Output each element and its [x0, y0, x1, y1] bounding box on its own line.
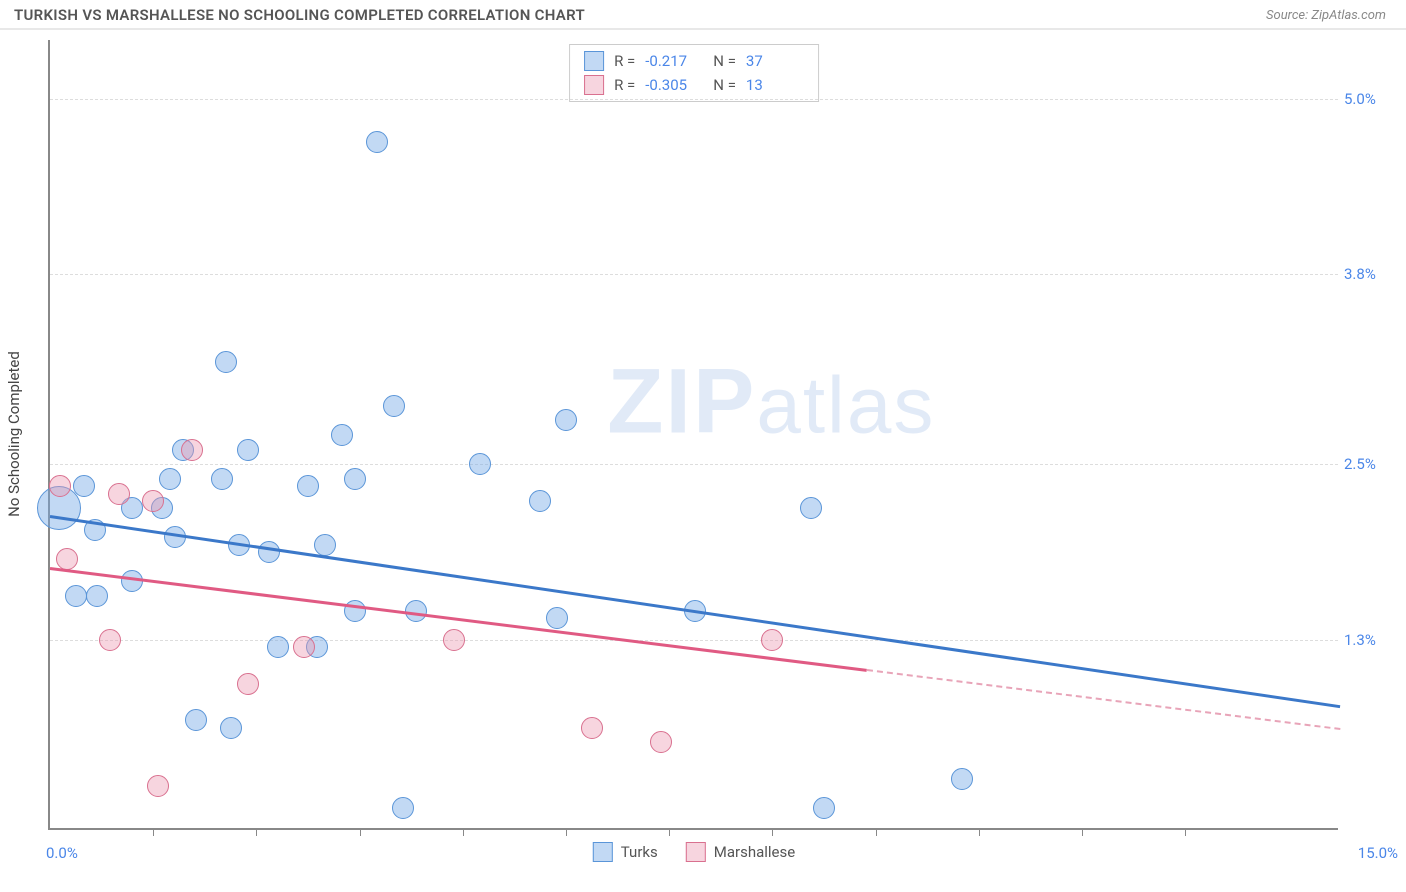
n-value: 13: [746, 76, 804, 94]
r-label: R =: [614, 76, 635, 94]
data-point: [546, 607, 568, 629]
data-point: [159, 468, 181, 490]
data-point: [99, 629, 121, 651]
data-point: [761, 629, 783, 651]
data-point: [331, 424, 353, 446]
legend-swatch: [593, 842, 613, 862]
data-point: [258, 541, 280, 563]
gridline: [50, 640, 1338, 641]
y-tick-label: 3.8%: [1344, 265, 1404, 283]
y-tick-label: 1.3%: [1344, 631, 1404, 649]
x-tick: [772, 828, 773, 836]
watermark: ZIPatlas: [607, 350, 935, 455]
x-axis-start-label: 0.0%: [46, 844, 78, 862]
data-point: [237, 673, 259, 695]
data-point: [142, 490, 164, 512]
legend-stat-row: R = -0.305 N = 13: [584, 73, 804, 97]
data-point: [211, 468, 233, 490]
data-point: [392, 797, 414, 819]
y-axis-title: No Schooling Completed: [5, 351, 23, 517]
gridline: [50, 274, 1338, 275]
data-point: [650, 731, 672, 753]
x-tick: [1082, 828, 1083, 836]
x-tick: [153, 828, 154, 836]
data-point: [314, 534, 336, 556]
trend-line: [867, 669, 1340, 730]
data-point: [237, 439, 259, 461]
data-point: [56, 548, 78, 570]
legend-label: Marshallese: [714, 843, 795, 861]
data-point: [220, 717, 242, 739]
chart-title: TURKISH VS MARSHALLESE NO SCHOOLING COMP…: [14, 6, 585, 24]
chart-source: Source: ZipAtlas.com: [1266, 8, 1386, 23]
r-label: R =: [614, 52, 635, 70]
data-point: [529, 490, 551, 512]
data-point: [443, 629, 465, 651]
x-tick: [669, 828, 670, 836]
legend-label: Turks: [621, 843, 658, 861]
data-point: [185, 709, 207, 731]
data-point: [108, 483, 130, 505]
r-value: -0.217: [645, 52, 703, 70]
chart-header: TURKISH VS MARSHALLESE NO SCHOOLING COMP…: [0, 0, 1406, 30]
data-point: [267, 636, 289, 658]
gridline: [50, 464, 1338, 465]
data-point: [49, 475, 71, 497]
data-point: [469, 453, 491, 475]
y-tick-label: 2.5%: [1344, 455, 1404, 473]
data-point: [147, 775, 169, 797]
y-tick-label: 5.0%: [1344, 90, 1404, 108]
data-point: [65, 585, 87, 607]
data-point: [215, 351, 237, 373]
x-tick: [360, 828, 361, 836]
data-point: [581, 717, 603, 739]
data-point: [293, 636, 315, 658]
n-label: N =: [713, 52, 736, 70]
data-point: [297, 475, 319, 497]
chart-plot-area: No Schooling Completed ZIPatlas R =-0.21…: [48, 40, 1338, 830]
legend-stat-row: R = -0.217 N = 37: [584, 49, 804, 73]
data-point: [366, 131, 388, 153]
legend-swatch: [584, 75, 604, 95]
data-point: [405, 600, 427, 622]
x-tick: [1185, 828, 1186, 836]
data-point: [951, 768, 973, 790]
data-point: [383, 395, 405, 417]
x-tick: [463, 828, 464, 836]
legend-item: Turks: [593, 842, 658, 862]
data-point: [86, 585, 108, 607]
x-tick: [566, 828, 567, 836]
x-tick: [876, 828, 877, 836]
legend-item: Marshallese: [686, 842, 795, 862]
x-tick: [256, 828, 257, 836]
r-value: -0.305: [645, 76, 703, 94]
data-point: [181, 439, 203, 461]
x-axis-end-label: 15.0%: [1358, 844, 1398, 862]
n-value: 37: [746, 52, 804, 70]
data-point: [800, 497, 822, 519]
legend-series: Turks Marshallese: [593, 842, 795, 862]
legend-stats: R = -0.217 N = 37 R = -0.305 N = 13: [569, 44, 819, 102]
data-point: [344, 468, 366, 490]
legend-swatch: [584, 51, 604, 71]
x-tick: [979, 828, 980, 836]
data-point: [73, 475, 95, 497]
gridline: [50, 99, 1338, 100]
legend-swatch: [686, 842, 706, 862]
data-point: [555, 409, 577, 431]
data-point: [813, 797, 835, 819]
data-point: [344, 600, 366, 622]
n-label: N =: [713, 76, 736, 94]
